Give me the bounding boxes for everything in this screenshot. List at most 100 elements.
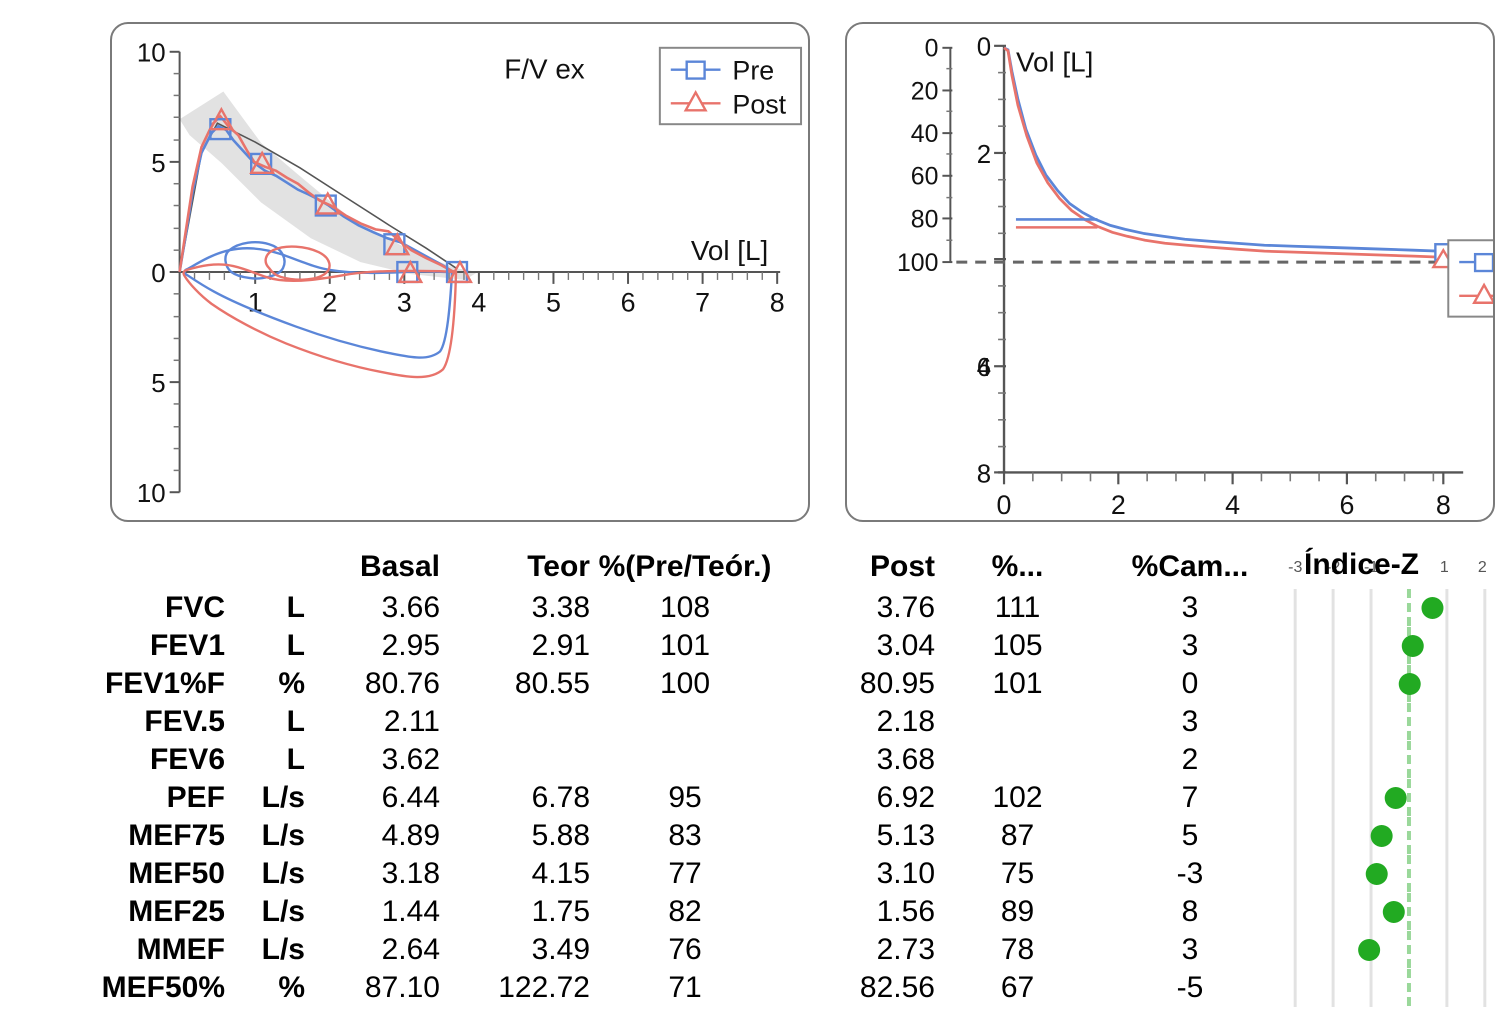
vt-pct-label-80: 80 [911,206,939,233]
cell-pct_change: 0 [1181,667,1199,700]
table-row[interactable]: FEV1%F% 80.76 80.55 100 80.95 101 0 [0,665,1500,703]
cell-parameter: MEF25 [128,895,225,928]
vt-ytick-label-8: 8 [977,460,991,488]
cell-pct_post: 78 [1000,933,1035,966]
zindex-plot [1293,893,1487,931]
fv-ytick-label-4: 10 [137,480,166,508]
cell-zindex [1280,741,1500,779]
fv-pre-inspiratory-inner [224,241,286,280]
zindex-dot [1401,635,1424,657]
cell-basal: 80.76 [364,667,440,700]
volume-time-chart-panel[interactable]: 0 20 40 60 80 100 [845,22,1495,522]
cell-pct_post: 67 [1000,971,1035,1004]
cell-post: 3.76 [876,591,935,624]
vt-xtick-label-0: 0 [997,490,1012,520]
cell-teor: 80.55 [514,667,590,700]
vt-percent-major-ticks [942,46,953,264]
fv-chart-label: F/V ex [504,54,585,85]
vt-post-curve [1003,46,1440,259]
cell-pct_pre_teor: 100 [659,667,711,700]
cell-teor [440,741,590,779]
zindex-plot [1293,703,1487,741]
fv-y-ticks [169,50,180,494]
cell-parameter: FEV6 [149,743,225,776]
cell-parameter: MEF75 [128,819,225,852]
table-row[interactable]: MEF50%% 87.10 122.72 71 82.56 67 -5 [0,969,1500,1007]
vt-legend[interactable]: Pre Post [1447,239,1493,318]
cell-unit: L [286,591,305,624]
zindex-plot [1293,589,1487,627]
fv-xtick-label-5: 5 [546,288,561,318]
spirometry-table-wrap: Basal Teor %(Pre/Teór.) Post %... %Cam..… [0,545,1500,1028]
flow-volume-chart-panel[interactable]: 10 5 0 5 10 [110,22,810,522]
cell-teor: 1.75 [531,895,590,928]
table-row[interactable]: FEV6 L 3.62 3.68 2 [0,741,1500,779]
zindex-plot [1293,741,1487,779]
table-row[interactable]: FVC L 3.66 3.38 108 3.76 111 3 [0,589,1500,627]
cell-post: 80.95 [859,667,935,700]
cell-zindex [1280,969,1500,1007]
zindex-tick-label-2: 2 [1477,559,1487,576]
zindex-dot [1358,939,1381,961]
vt-pct-label-20: 20 [911,78,939,105]
zindex-plot [1293,969,1487,1007]
cell-zindex [1280,893,1500,931]
zindex-plot [1293,855,1487,893]
header-zindex: -3 -2 -1 1 2 Índice-Z [1280,545,1500,589]
cell-unit: L/s [261,933,305,966]
zindex-plot [1293,817,1487,855]
vt-xtick-label-6: 6 [1339,490,1354,520]
cell-pct_pre_teor: 108 [659,591,711,624]
zindex-dot [1421,597,1444,619]
cell-parameter: FVC [165,591,225,624]
flow-volume-svg: 10 5 0 5 10 [137,40,803,508]
zindex-tick-label-neg3: -3 [1288,559,1303,576]
cell-pct_change: -5 [1176,971,1204,1004]
zindex-dot [1384,787,1407,809]
cell-pct_pre_teor: 82 [668,895,702,928]
zindex-tick-label-neg1: -1 [1364,559,1379,576]
table-row[interactable]: FEV.5 L 2.11 2.18 3 [0,703,1500,741]
cell-unit: L/s [261,895,305,928]
cell-pct_post: 75 [1000,857,1035,890]
cell-pct_post: 105 [992,629,1043,662]
vt-ytick-label-6: 6 [977,354,991,382]
zindex-dot [1365,863,1388,885]
cell-unit: L [286,629,305,662]
fv-xaxis-label: Vol [L] [691,235,768,266]
cell-pct_change: 3 [1181,933,1199,966]
cell-zindex [1280,931,1500,969]
table-row[interactable]: MEF50 L/s 3.18 4.15 77 3.10 75 -3 [0,855,1500,893]
cell-pct_pre_teor: 77 [668,857,702,890]
table-row[interactable]: MEF25 L/s 1.44 1.75 82 1.56 89 8 [0,893,1500,931]
cell-unit: L/s [261,781,305,814]
cell-basal: 3.18 [381,857,440,890]
table-row[interactable]: MEF75 L/s 4.89 5.88 83 5.13 87 5 [0,817,1500,855]
vt-ylabel-0: 0 [977,34,991,62]
table-row[interactable]: MMEF L/s 2.64 3.49 76 2.73 78 3 [0,931,1500,969]
cell-post: 82.56 [859,971,935,1004]
cell-pct_post: 89 [1000,895,1035,928]
cell-basal: 2.64 [381,933,440,966]
vt-percent-minor-ticks [946,67,953,241]
cell-zindex [1280,779,1500,817]
charts-area: 10 5 0 5 10 [110,22,1495,522]
cell-pct_change: -3 [1176,857,1204,890]
cell-post: 3.10 [876,857,935,890]
vt-ylabel-2: 2 [977,141,991,169]
cell-basal: 6.44 [381,781,440,814]
cell-zindex [1280,855,1500,893]
table-row[interactable]: FEV1 L 2.95 2.91 101 3.04 105 3 [0,627,1500,665]
cell-unit: L/s [261,819,305,852]
cell-zindex [1280,817,1500,855]
table-head: Basal Teor %(Pre/Teór.) Post %... %Cam..… [0,545,1500,589]
table-row[interactable]: PEF L/s 6.44 6.78 95 6.92 102 7 [0,779,1500,817]
cell-post: 3.04 [876,629,935,662]
fv-post-inspiratory-loop [182,263,458,379]
zindex-dot [1398,673,1421,695]
header-pct-post: %... [991,550,1044,583]
cell-unit: L [286,705,305,738]
fv-legend[interactable]: Pre Post [658,46,803,126]
table-body: FVC L 3.66 3.38 108 3.76 111 3 FEV1 L 2.95 2.91 101 3… [0,589,1500,1007]
cell-teor: 122.72 [498,971,590,1004]
